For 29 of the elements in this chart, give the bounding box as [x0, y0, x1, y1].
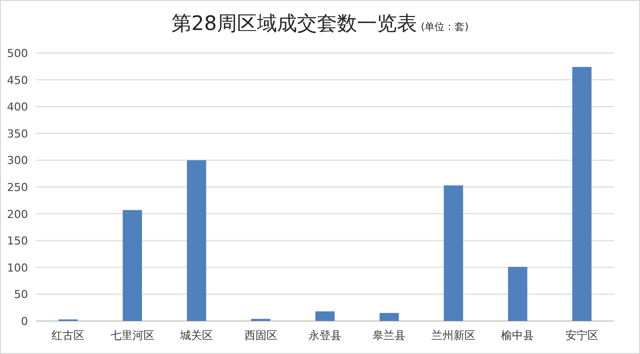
- y-tick-label: 450: [7, 74, 28, 87]
- chart-subtitle: (单位：套): [420, 21, 469, 33]
- bar: [444, 185, 464, 321]
- x-tick-label: 榆中县: [501, 329, 534, 342]
- x-tick-label: 永登县: [308, 329, 342, 342]
- y-tick-label: 0: [21, 315, 28, 328]
- chart-title: 第28周区域成交套数一览表: [171, 11, 417, 35]
- y-tick-label: 100: [7, 261, 28, 274]
- x-tick-label: 城关区: [179, 329, 214, 342]
- x-tick-label: 安宁区: [565, 329, 598, 342]
- y-tick-label: 400: [7, 100, 28, 114]
- y-tick-label: 200: [7, 208, 28, 221]
- bar: [380, 312, 399, 321]
- bar: [315, 311, 335, 321]
- y-tick-label: 350: [7, 127, 28, 140]
- y-tick-label: 500: [7, 47, 28, 60]
- x-tick-label: 七里河区: [110, 329, 154, 342]
- y-tick-label: 50: [14, 288, 28, 302]
- y-tick-label: 250: [7, 181, 28, 194]
- y-tick-label: 150: [7, 234, 28, 248]
- bar: [186, 160, 206, 321]
- x-tick-label: 皋兰县: [372, 329, 406, 342]
- bar: [122, 210, 142, 321]
- bar: [572, 66, 592, 321]
- x-tick-label: 西固区: [244, 329, 278, 342]
- y-tick-label: 300: [7, 154, 28, 168]
- bar: [508, 266, 528, 321]
- x-tick-label: 兰州新区: [431, 329, 476, 342]
- x-tick-label: 红古区: [52, 329, 85, 342]
